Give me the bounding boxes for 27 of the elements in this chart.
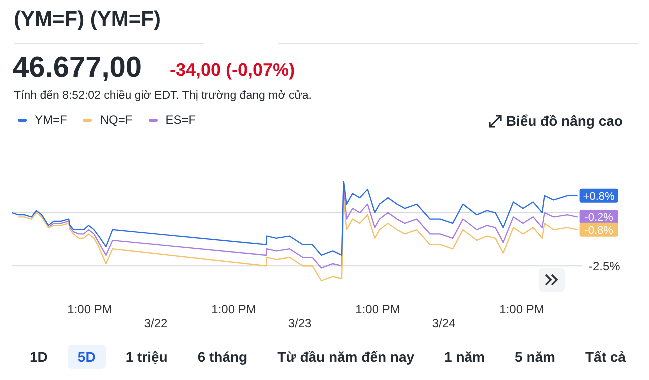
ref-line-label: -2.5% — [589, 259, 621, 274]
x-tick-label: 1:00 PM — [68, 302, 112, 317]
data-label: -0.2% — [584, 212, 614, 224]
legend-label: YM=F — [35, 113, 68, 127]
text: 6 tháng — [196, 348, 249, 367]
x-tick-label: 1:00 PM — [356, 302, 400, 317]
text: 3/24 — [432, 316, 456, 331]
x-tick-label: 1:00 PM — [212, 302, 256, 317]
text: Tất cả — [584, 348, 627, 367]
x-tick-label: 1:00 PM — [500, 302, 544, 317]
text: 1D — [29, 348, 49, 367]
text: 1 triệu — [124, 348, 169, 367]
data-label: -0.8% — [584, 224, 614, 237]
text: -34,00 (-0,07%) — [170, 60, 296, 81]
text: 5 năm — [514, 348, 556, 367]
chart-title: (YM=F) (YM=F) — [14, 8, 161, 32]
text: 3/23 — [288, 316, 312, 331]
text: Từ đầu năm đến nay — [276, 348, 416, 367]
text: 5D — [68, 345, 106, 369]
text: 3/22 — [144, 316, 168, 331]
text: 46.677,00 — [13, 52, 142, 85]
legend-label: NQ=F — [100, 113, 133, 127]
data-label: +0.8% — [583, 190, 616, 203]
text: Tính đến 8:52:02 chiều giờ EDT. Thị trường đang mở cửa. — [14, 90, 312, 102]
text: Biểu đồ nâng cao — [506, 113, 623, 129]
legend-label: ES=F — [166, 113, 196, 127]
text: 1 năm — [444, 348, 486, 367]
